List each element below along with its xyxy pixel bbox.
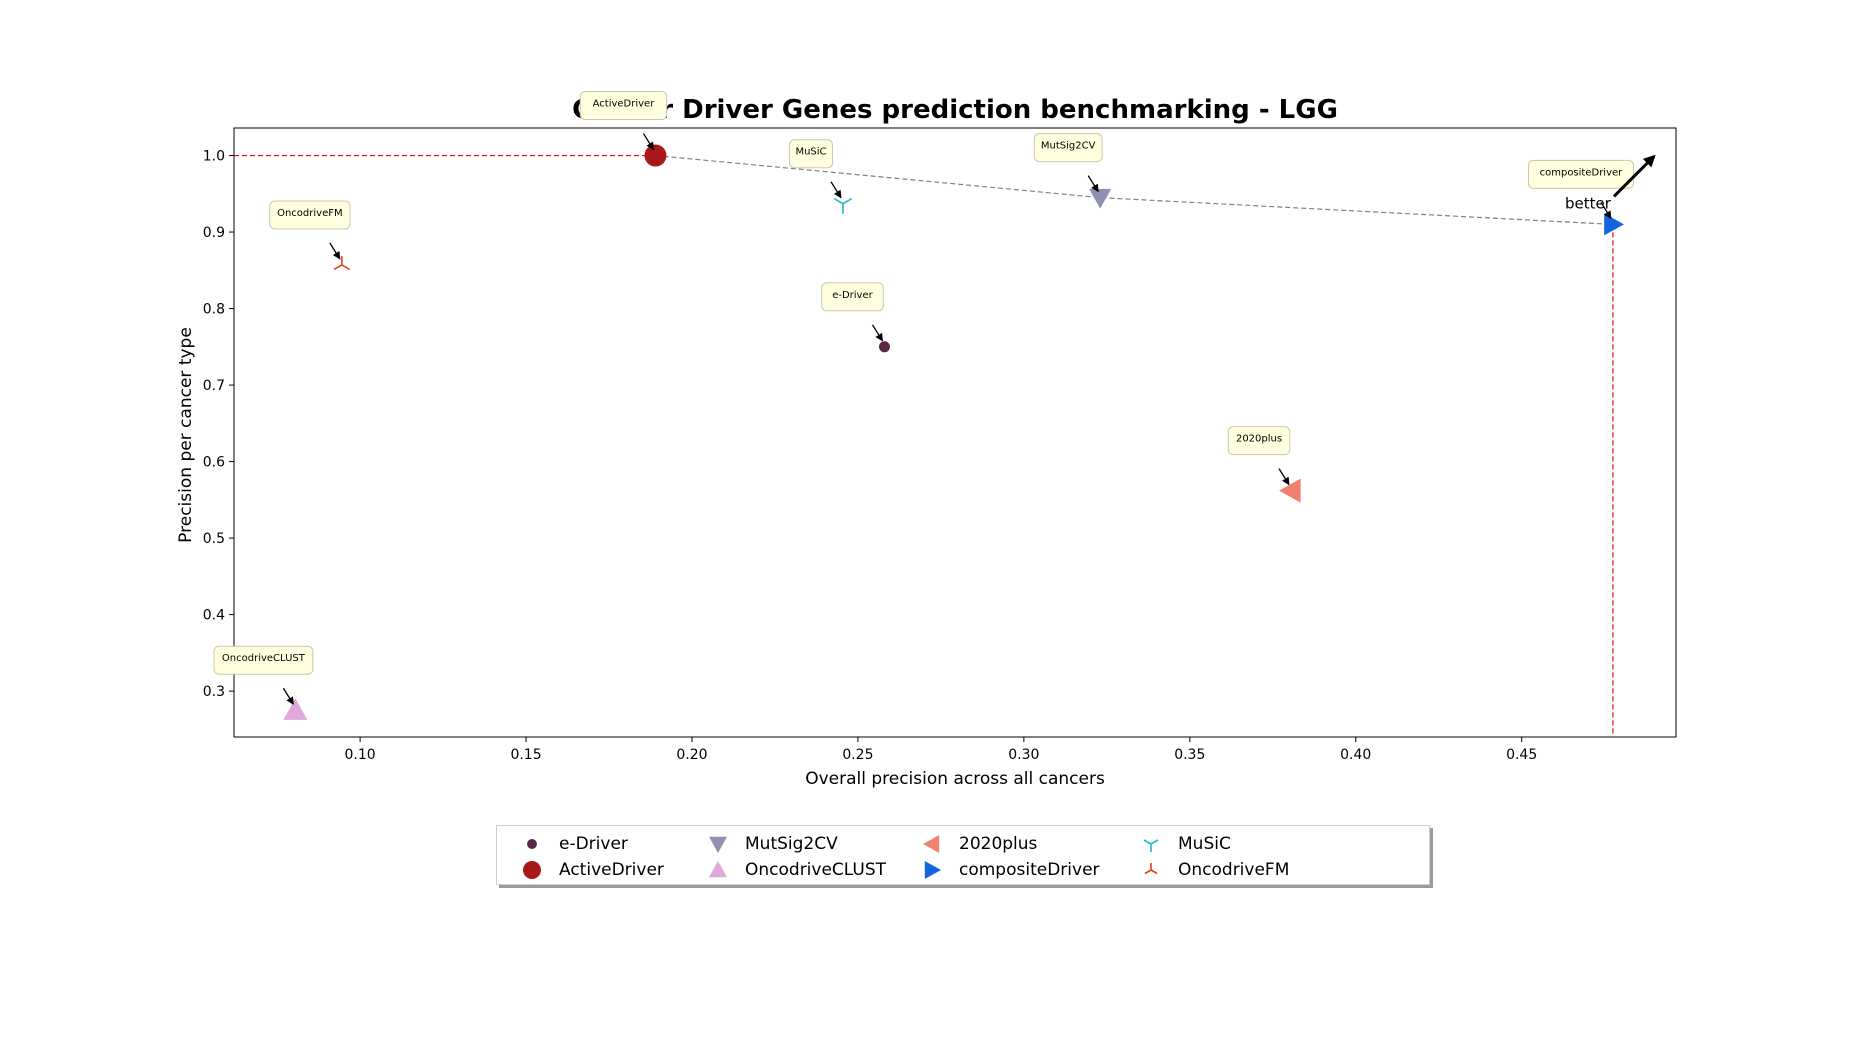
- point-label: e-Driver: [832, 290, 873, 301]
- legend-item: e-Driver: [509, 832, 628, 856]
- legend-item: MutSig2CV: [695, 832, 838, 856]
- y-tick-label: 0.7: [203, 378, 225, 394]
- legend-item: ActiveDriver: [509, 858, 664, 882]
- legend-label: OncodriveFM: [1178, 860, 1290, 880]
- annotation-arrow: [282, 687, 294, 705]
- point-label-box: [579, 91, 668, 121]
- data-point-group: compositeDriver: [1527, 159, 1634, 236]
- data-point-group: ActiveDriver: [579, 91, 668, 167]
- legend-label: e-Driver: [559, 834, 628, 854]
- point-label-box: [821, 282, 884, 312]
- point-label: compositeDriver: [1540, 167, 1624, 178]
- data-point-group: OncodriveCLUST: [213, 645, 314, 720]
- legend-marker: [709, 836, 727, 853]
- annotation-arrow: [830, 181, 842, 199]
- plot-frame: [233, 127, 1677, 738]
- point-label: MutSig2CV: [1041, 141, 1096, 152]
- point-label: OncodriveCLUST: [222, 653, 306, 664]
- data-point: [1604, 213, 1624, 236]
- better-arrow: [1612, 154, 1656, 198]
- legend-label: 2020plus: [959, 834, 1038, 854]
- legend-marker: [924, 861, 941, 879]
- annotation-arrow: [642, 133, 655, 151]
- chart-title: Cancer Driver Genes prediction benchmark…: [572, 95, 1338, 125]
- legend-item: OncodriveFM: [1128, 858, 1289, 882]
- legend-item: 2020plus: [909, 832, 1037, 856]
- legend-label: ActiveDriver: [559, 860, 664, 880]
- legend-marker-shape: [709, 836, 727, 853]
- data-point: [878, 341, 890, 353]
- x-tick-label: 0.45: [1506, 747, 1537, 763]
- legend-marker-shape: [924, 861, 941, 879]
- annotation-arrow: [329, 242, 341, 260]
- legend-item: OncodriveCLUST: [695, 858, 886, 882]
- data-point: [333, 255, 351, 271]
- legend-marker-shape: [527, 839, 537, 849]
- legend-marker: [923, 835, 940, 853]
- data-point: [644, 144, 667, 167]
- y-tick-label: 0.5: [203, 531, 225, 547]
- annotation-arrow: [1600, 202, 1612, 220]
- x-axis-label: Overall precision across all cancers: [805, 769, 1105, 789]
- point-label: OncodriveFM: [277, 208, 343, 219]
- point-label-box: [1033, 133, 1103, 163]
- point-label: 2020plus: [1236, 434, 1282, 445]
- data-point: [283, 698, 308, 720]
- point-label-box: [788, 139, 833, 169]
- point-label-box: [1527, 159, 1634, 189]
- data-point: [833, 198, 853, 214]
- legend-item: compositeDriver: [909, 858, 1100, 882]
- legend-marker: [523, 861, 541, 879]
- point-label: ActiveDriver: [593, 99, 656, 110]
- y-tick-label: 0.8: [203, 302, 225, 318]
- legend-marker-shape: [1143, 839, 1159, 852]
- y-axis-label: Precision per cancer type: [176, 327, 196, 543]
- y-tick-label: 0.6: [203, 455, 225, 471]
- legend-label: compositeDriver: [959, 860, 1100, 880]
- data-point-group: 2020plus: [1227, 426, 1301, 503]
- better-annotation: better: [1565, 194, 1612, 212]
- y-tick-label: 0.4: [203, 608, 225, 624]
- data-point: [1089, 188, 1112, 209]
- y-tick-label: 0.9: [203, 225, 225, 241]
- legend-label: MutSig2CV: [745, 834, 838, 854]
- data-point-group: MuSiC: [788, 139, 853, 214]
- annotation-arrow: [1087, 175, 1099, 193]
- y-tick-label: 0.3: [203, 684, 225, 700]
- pareto-front-line: [655, 154, 1613, 225]
- legend-marker: [709, 861, 727, 878]
- legend-marker: [527, 839, 537, 849]
- chart-legend: e-Driver ActiveDriver MutSig2CV OncodriveCL…: [496, 825, 1430, 885]
- point-label-box: [269, 200, 351, 230]
- point-label-box: [213, 645, 314, 675]
- data-point-group: e-Driver: [821, 282, 890, 353]
- legend-marker-shape: [709, 861, 727, 878]
- legend-marker: [1143, 839, 1159, 852]
- x-tick-label: 0.10: [345, 747, 376, 763]
- legend-item: MuSiC: [1128, 832, 1231, 856]
- data-point: [1279, 478, 1301, 503]
- x-tick-label: 0.40: [1340, 747, 1371, 763]
- legend-label: MuSiC: [1178, 834, 1231, 854]
- x-tick-label: 0.30: [1008, 747, 1039, 763]
- x-tick-label: 0.35: [1174, 747, 1205, 763]
- plot-area: 0.10 0.15 0.20 0.25 0.30 0.35 0.40 0.45 0.3 0.4 0.…: [203, 91, 1677, 763]
- legend-marker-shape: [1144, 863, 1158, 875]
- x-tick-label: 0.20: [676, 747, 707, 763]
- y-tick-label: 1.0: [203, 149, 225, 165]
- legend-marker: [1144, 863, 1158, 875]
- data-point-group: OncodriveFM: [269, 200, 351, 271]
- point-label: MuSiC: [795, 147, 826, 158]
- legend-marker-shape: [923, 835, 940, 853]
- data-point-group: MutSig2CV: [1033, 133, 1112, 209]
- annotation-arrow: [871, 324, 884, 342]
- legend-marker-shape: [523, 861, 541, 879]
- x-tick-label: 0.25: [842, 747, 873, 763]
- annotation-arrow: [1278, 468, 1290, 486]
- legend-label: OncodriveCLUST: [745, 860, 887, 880]
- point-label-box: [1227, 426, 1291, 456]
- x-tick-label: 0.15: [510, 747, 541, 763]
